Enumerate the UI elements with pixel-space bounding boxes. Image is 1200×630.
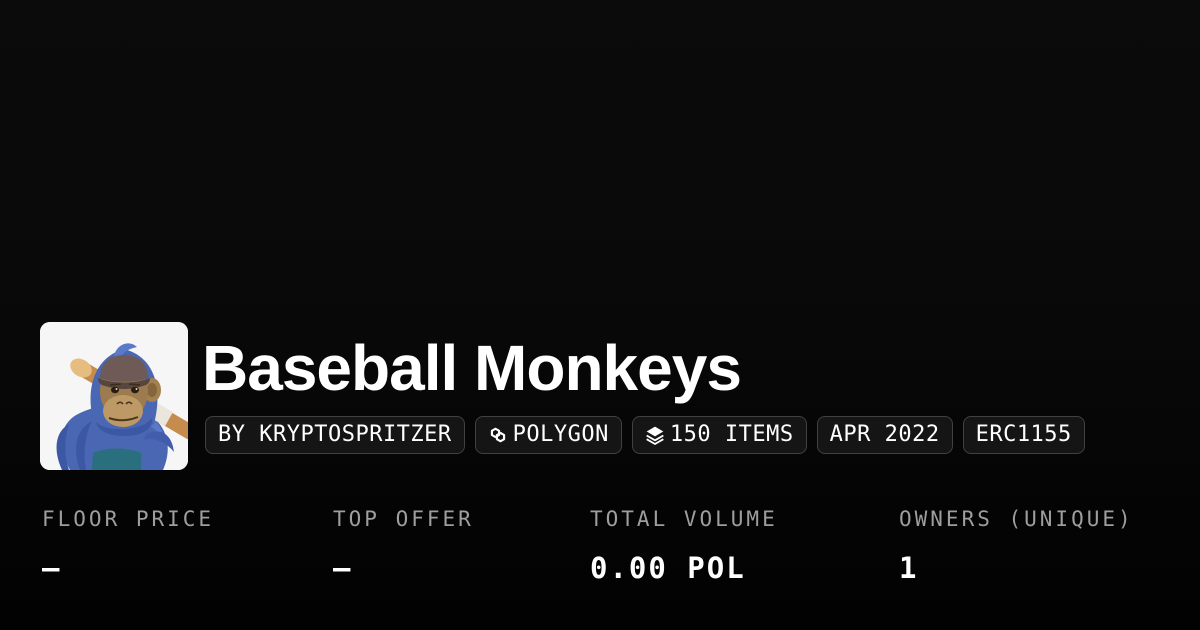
stat-total-volume: TOTAL VOLUME 0.00 POL [590, 506, 899, 584]
stat-label: FLOOR PRICE [42, 507, 215, 531]
collection-avatar [40, 322, 188, 470]
creator-badge[interactable]: BY KRYPTOSPRITZER [205, 416, 465, 454]
creator-badge-label: BY KRYPTOSPRITZER [218, 422, 452, 447]
stat-value: 0.00 POL [590, 551, 746, 585]
stat-owners-unique: OWNERS (UNIQUE) 1 [899, 506, 1134, 584]
token-standard-badge-label: ERC1155 [975, 422, 1072, 447]
items-badge-label: 150 ITEMS [669, 422, 794, 447]
stat-label: TOTAL VOLUME [590, 507, 778, 531]
stat-floor-price: FLOOR PRICE — [42, 506, 333, 584]
stat-top-offer: TOP OFFER — [333, 506, 590, 584]
layers-icon [646, 426, 664, 445]
items-badge[interactable]: 150 ITEMS [631, 416, 807, 454]
collection-title: Baseball Monkeys [202, 332, 742, 404]
stat-value: 1 [899, 551, 919, 585]
badge-row: BY KRYPTOSPRITZER POLYGON 150 ITEMS APR … [205, 416, 1085, 454]
stats-row: FLOOR PRICE — TOP OFFER — TOTAL VOLUME 0… [42, 506, 1134, 584]
monkey-avatar-image [40, 322, 188, 470]
token-standard-badge[interactable]: ERC1155 [962, 416, 1085, 454]
stat-label: OWNERS (UNIQUE) [899, 507, 1134, 531]
chain-badge[interactable]: POLYGON [474, 416, 622, 454]
stat-value: — [42, 551, 62, 585]
launch-date-badge[interactable]: APR 2022 [816, 416, 953, 454]
stat-label: TOP OFFER [333, 507, 474, 531]
launch-date-badge-label: APR 2022 [829, 422, 940, 447]
chain-badge-label: POLYGON [512, 422, 609, 447]
polygon-icon [490, 427, 505, 443]
stat-value: — [333, 551, 353, 585]
